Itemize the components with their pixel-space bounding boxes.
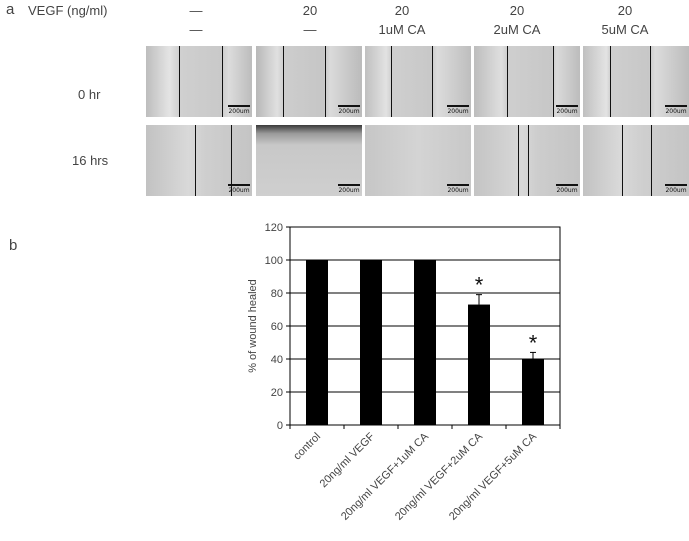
bar	[522, 359, 544, 425]
micrograph-1uM-0hr: 200um	[365, 46, 471, 117]
micrograph-control-16hrs: 200um	[146, 125, 252, 196]
col1-vegf: —	[189, 3, 203, 18]
micrograph-vegf-16hrs: 200um	[256, 125, 362, 196]
row-label-16hrs: 16 hrs	[72, 153, 109, 168]
col4-vegf: 20	[509, 3, 525, 18]
y-tick-label: 80	[271, 288, 283, 300]
x-category-label: 20ng/ml VEGF+2uM CA	[393, 430, 486, 523]
bar	[468, 304, 490, 425]
bar	[360, 260, 382, 425]
x-category-label: 20ng/ml VEGF+1uM CA	[339, 430, 432, 523]
significance-marker: *	[475, 273, 484, 298]
col3-vegf: 20	[394, 3, 410, 18]
y-tick-label: 40	[271, 354, 283, 366]
panel-b-letter: b	[9, 237, 18, 254]
y-tick-label: 100	[265, 255, 283, 267]
micrograph-control-0hr: 200um	[146, 46, 252, 117]
x-category-label: 20ng/ml VEGF+5uM CA	[447, 430, 540, 523]
panel-a-letter: a	[6, 1, 15, 18]
y-tick-label: 120	[265, 222, 283, 234]
significance-marker: *	[529, 330, 538, 355]
col5-vegf: 20	[617, 3, 633, 18]
micrograph-2uM-0hr: 200um	[474, 46, 580, 117]
y-tick-label: 20	[271, 387, 283, 399]
col2-vegf: 20	[302, 3, 318, 18]
row-label-0hr: 0 hr	[78, 87, 101, 102]
micrograph-5uM-0hr: 200um	[583, 46, 689, 117]
x-category-label: 20ng/ml VEGF	[318, 430, 378, 490]
vegf-label: VEGF (ng/ml)	[28, 3, 108, 18]
bar	[306, 260, 328, 425]
micrograph-vegf-0hr: 200um	[256, 46, 362, 117]
x-category-label: control	[291, 431, 323, 463]
col3-treatment: 1uM CA	[378, 22, 426, 37]
col5-treatment: 5uM CA	[601, 22, 649, 37]
y-tick-label: 60	[271, 321, 283, 333]
micrograph-5uM-16hrs: 200um	[583, 125, 689, 196]
micrograph-1uM-16hrs: 200um	[365, 125, 471, 196]
col4-treatment: 2uM CA	[493, 22, 541, 37]
y-tick-label: 0	[277, 420, 283, 432]
col1-treatment: —	[189, 22, 203, 37]
y-axis-title: % of wound healed	[247, 279, 259, 373]
col2-treatment: —	[303, 22, 317, 37]
bar	[414, 260, 436, 425]
micrograph-2uM-16hrs: 200um	[474, 125, 580, 196]
